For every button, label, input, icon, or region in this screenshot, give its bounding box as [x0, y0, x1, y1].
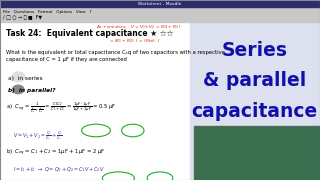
- Text: What is the equivalent or total capacitance Cₑq of two capacitors with a respect: What is the equivalent or total capacita…: [6, 50, 225, 62]
- Text: Worksheet - Moodle: Worksheet - Moodle: [138, 2, 182, 6]
- Text: & parallel: & parallel: [203, 71, 306, 91]
- Text: b)  in parallel?: b) in parallel?: [8, 88, 55, 93]
- Bar: [190, 22, 320, 180]
- Text: b)  $C_{eq}$ = $C_1+C_2$ = 1$\mu$F + 1$\mu$F = 2 $\mu$F: b) $C_{eq}$ = $C_1+C_2$ = 1$\mu$F + 1$\m…: [6, 148, 106, 158]
- Ellipse shape: [12, 84, 25, 94]
- Bar: [0, 0, 320, 7]
- Bar: [0, 22, 190, 180]
- Text: Task 24:  Equivalent capacitance ★ ☆☆: Task 24: Equivalent capacitance ★ ☆☆: [6, 29, 174, 38]
- Text: $I = I_1 + I_2$  →  $Q = Q_1+Q_2 = C_1 V + C_2 V$: $I = I_1 + I_2$ → $Q = Q_1+Q_2 = C_1 V +…: [13, 166, 105, 174]
- Bar: [194, 126, 320, 180]
- Text: a)  $C_{eq}$ = $\frac{1}{\frac{1}{C_1}+\frac{1}{C_2}}$ = $\frac{C_1 C_2}{C_1+C_2: a) $C_{eq}$ = $\frac{1}{\frac{1}{C_1}+\f…: [6, 101, 117, 116]
- Text: File   Questions   Format   Options   View   ?: File Questions Format Options View ?: [3, 10, 92, 14]
- Ellipse shape: [12, 72, 25, 82]
- Text: / □ ○ → ⭐ ■  F▼: / □ ○ → ⭐ ■ F▼: [3, 15, 42, 21]
- Text: = $(R_1+R_2)$  I = $(R_{tot})$  I: = $(R_1+R_2)$ I = $(R_{tot})$ I: [109, 38, 160, 45]
- Bar: [194, 126, 320, 180]
- Text: capacitance: capacitance: [191, 102, 317, 121]
- Bar: [0, 7, 320, 22]
- Text: $\it{A}\it{r}$ +resistors:   V = $V_1$+$V_2$ = $R_1 I$ + $R_2 I$: $\it{A}\it{r}$ +resistors: V = $V_1$+$V_…: [96, 23, 181, 31]
- Text: Series: Series: [221, 41, 287, 60]
- Text: a)  in series: a) in series: [8, 76, 42, 81]
- Text: $V = V_1 + V_2 = \frac{Q}{C_1} + \frac{Q}{C_2}$: $V = V_1 + V_2 = \frac{Q}{C_1} + \frac{Q…: [13, 130, 62, 142]
